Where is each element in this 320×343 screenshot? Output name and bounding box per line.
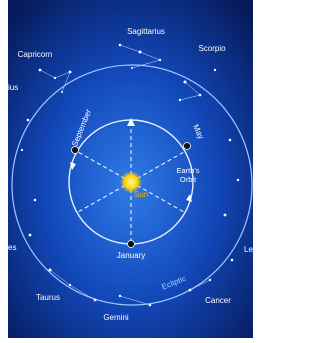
constellation-label: Scorpio (198, 44, 226, 53)
orbit-label: Earth's Orbit (168, 166, 208, 184)
screenshot: Sagittarius Scorpio Capricorn ius es Le … (0, 0, 253, 343)
sky-diagram: Sagittarius Scorpio Capricorn ius es Le … (0, 0, 253, 343)
constellation-label: Le (244, 245, 253, 254)
month-label: January (117, 251, 145, 260)
constellation-label: Sagittarius (127, 27, 165, 36)
constellation-label: es (8, 243, 16, 252)
constellation-label: ius (8, 83, 18, 92)
sun-label: Sun (134, 190, 148, 199)
constellation-label: Cancer (205, 296, 231, 305)
constellation-label: Capricorn (18, 50, 53, 59)
constellation-label: Gemini (103, 313, 129, 322)
constellation-label: Taurus (36, 293, 60, 302)
